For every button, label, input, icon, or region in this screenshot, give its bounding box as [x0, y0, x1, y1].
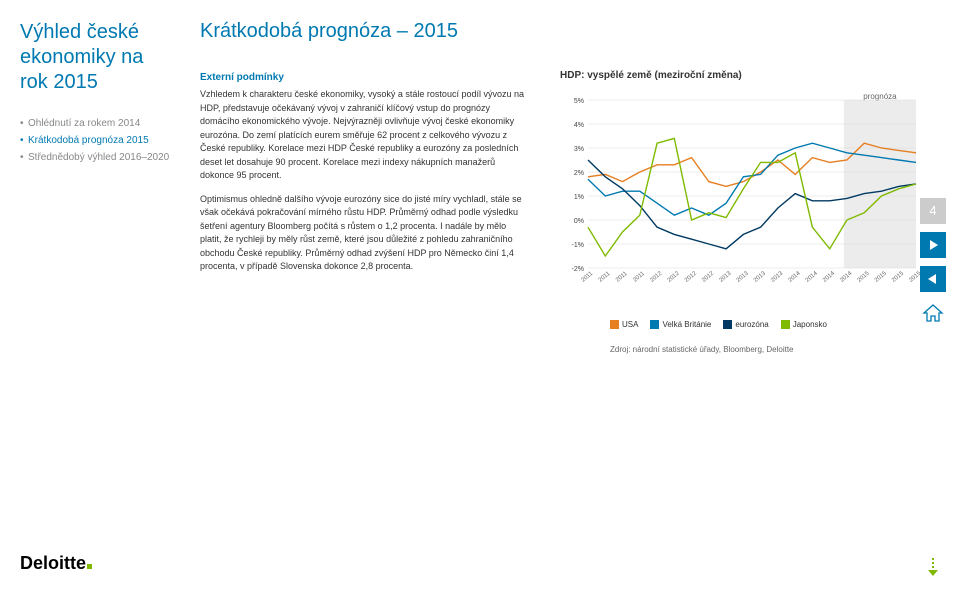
svg-text:2011: 2011	[615, 270, 629, 283]
svg-text:-2%: -2%	[572, 266, 584, 273]
svg-text:2011: 2011	[598, 270, 612, 283]
nav-item[interactable]: Krátkodobá prognóza 2015	[20, 132, 175, 149]
svg-text:2012: 2012	[701, 270, 716, 284]
svg-text:2014: 2014	[787, 270, 802, 284]
chart-title: HDP: vyspělé země (meziroční změna)	[560, 70, 742, 81]
svg-text:5%: 5%	[574, 98, 584, 105]
svg-text:prognóza: prognóza	[863, 92, 897, 101]
svg-text:2013: 2013	[718, 270, 733, 284]
nav-item[interactable]: Střednědobý výhled 2016–2020	[20, 149, 175, 166]
svg-text:2011: 2011	[632, 270, 646, 283]
chart-legend: USAVelká BritánieeurozónaJaponsko	[610, 320, 827, 329]
svg-text:2%: 2%	[574, 170, 584, 177]
page-main-heading: Výhled české ekonomiky na rok 2015	[20, 20, 175, 95]
svg-text:2013: 2013	[736, 270, 751, 284]
svg-text:2015: 2015	[874, 270, 889, 284]
page-number: 4	[920, 198, 946, 224]
body-text: Externí podmínky Vzhledem k charakteru č…	[200, 70, 530, 284]
svg-text:2015: 2015	[891, 270, 906, 284]
prev-page-button[interactable]	[920, 266, 946, 292]
home-button[interactable]	[920, 300, 946, 326]
svg-text:-1%: -1%	[572, 242, 584, 249]
svg-text:2013: 2013	[770, 270, 785, 284]
next-page-button[interactable]	[920, 232, 946, 258]
svg-text:2014: 2014	[839, 270, 854, 284]
svg-text:4%: 4%	[574, 122, 584, 129]
svg-text:2015: 2015	[857, 270, 872, 284]
svg-text:2013: 2013	[753, 270, 768, 284]
svg-text:2012: 2012	[667, 270, 682, 284]
svg-text:1%: 1%	[574, 194, 584, 201]
svg-text:2014: 2014	[822, 270, 837, 284]
gdp-chart: prognóza5%4%3%2%1%0%-1%-2%20112011201120…	[560, 90, 920, 290]
svg-text:2012: 2012	[684, 270, 699, 284]
paragraph-1: Vzhledem k charakteru české ekonomiky, v…	[200, 88, 530, 183]
nav-item[interactable]: Ohlédnutí za rokem 2014	[20, 115, 175, 132]
paragraph-2: Optimismus ohledně dalšího vývoje eurozó…	[200, 193, 530, 274]
section-title: Krátkodobá prognóza – 2015	[200, 20, 458, 43]
svg-text:3%: 3%	[574, 146, 584, 153]
deloitte-logo: Deloitte	[20, 553, 92, 574]
chart-source: Zdroj: národní statistické úřady, Bloomb…	[610, 345, 794, 354]
svg-text:2015: 2015	[908, 270, 920, 284]
download-icon[interactable]	[920, 554, 946, 580]
svg-text:0%: 0%	[574, 218, 584, 225]
svg-text:2012: 2012	[649, 270, 664, 284]
svg-text:2014: 2014	[805, 270, 820, 284]
subheading: Externí podmínky	[200, 70, 530, 85]
